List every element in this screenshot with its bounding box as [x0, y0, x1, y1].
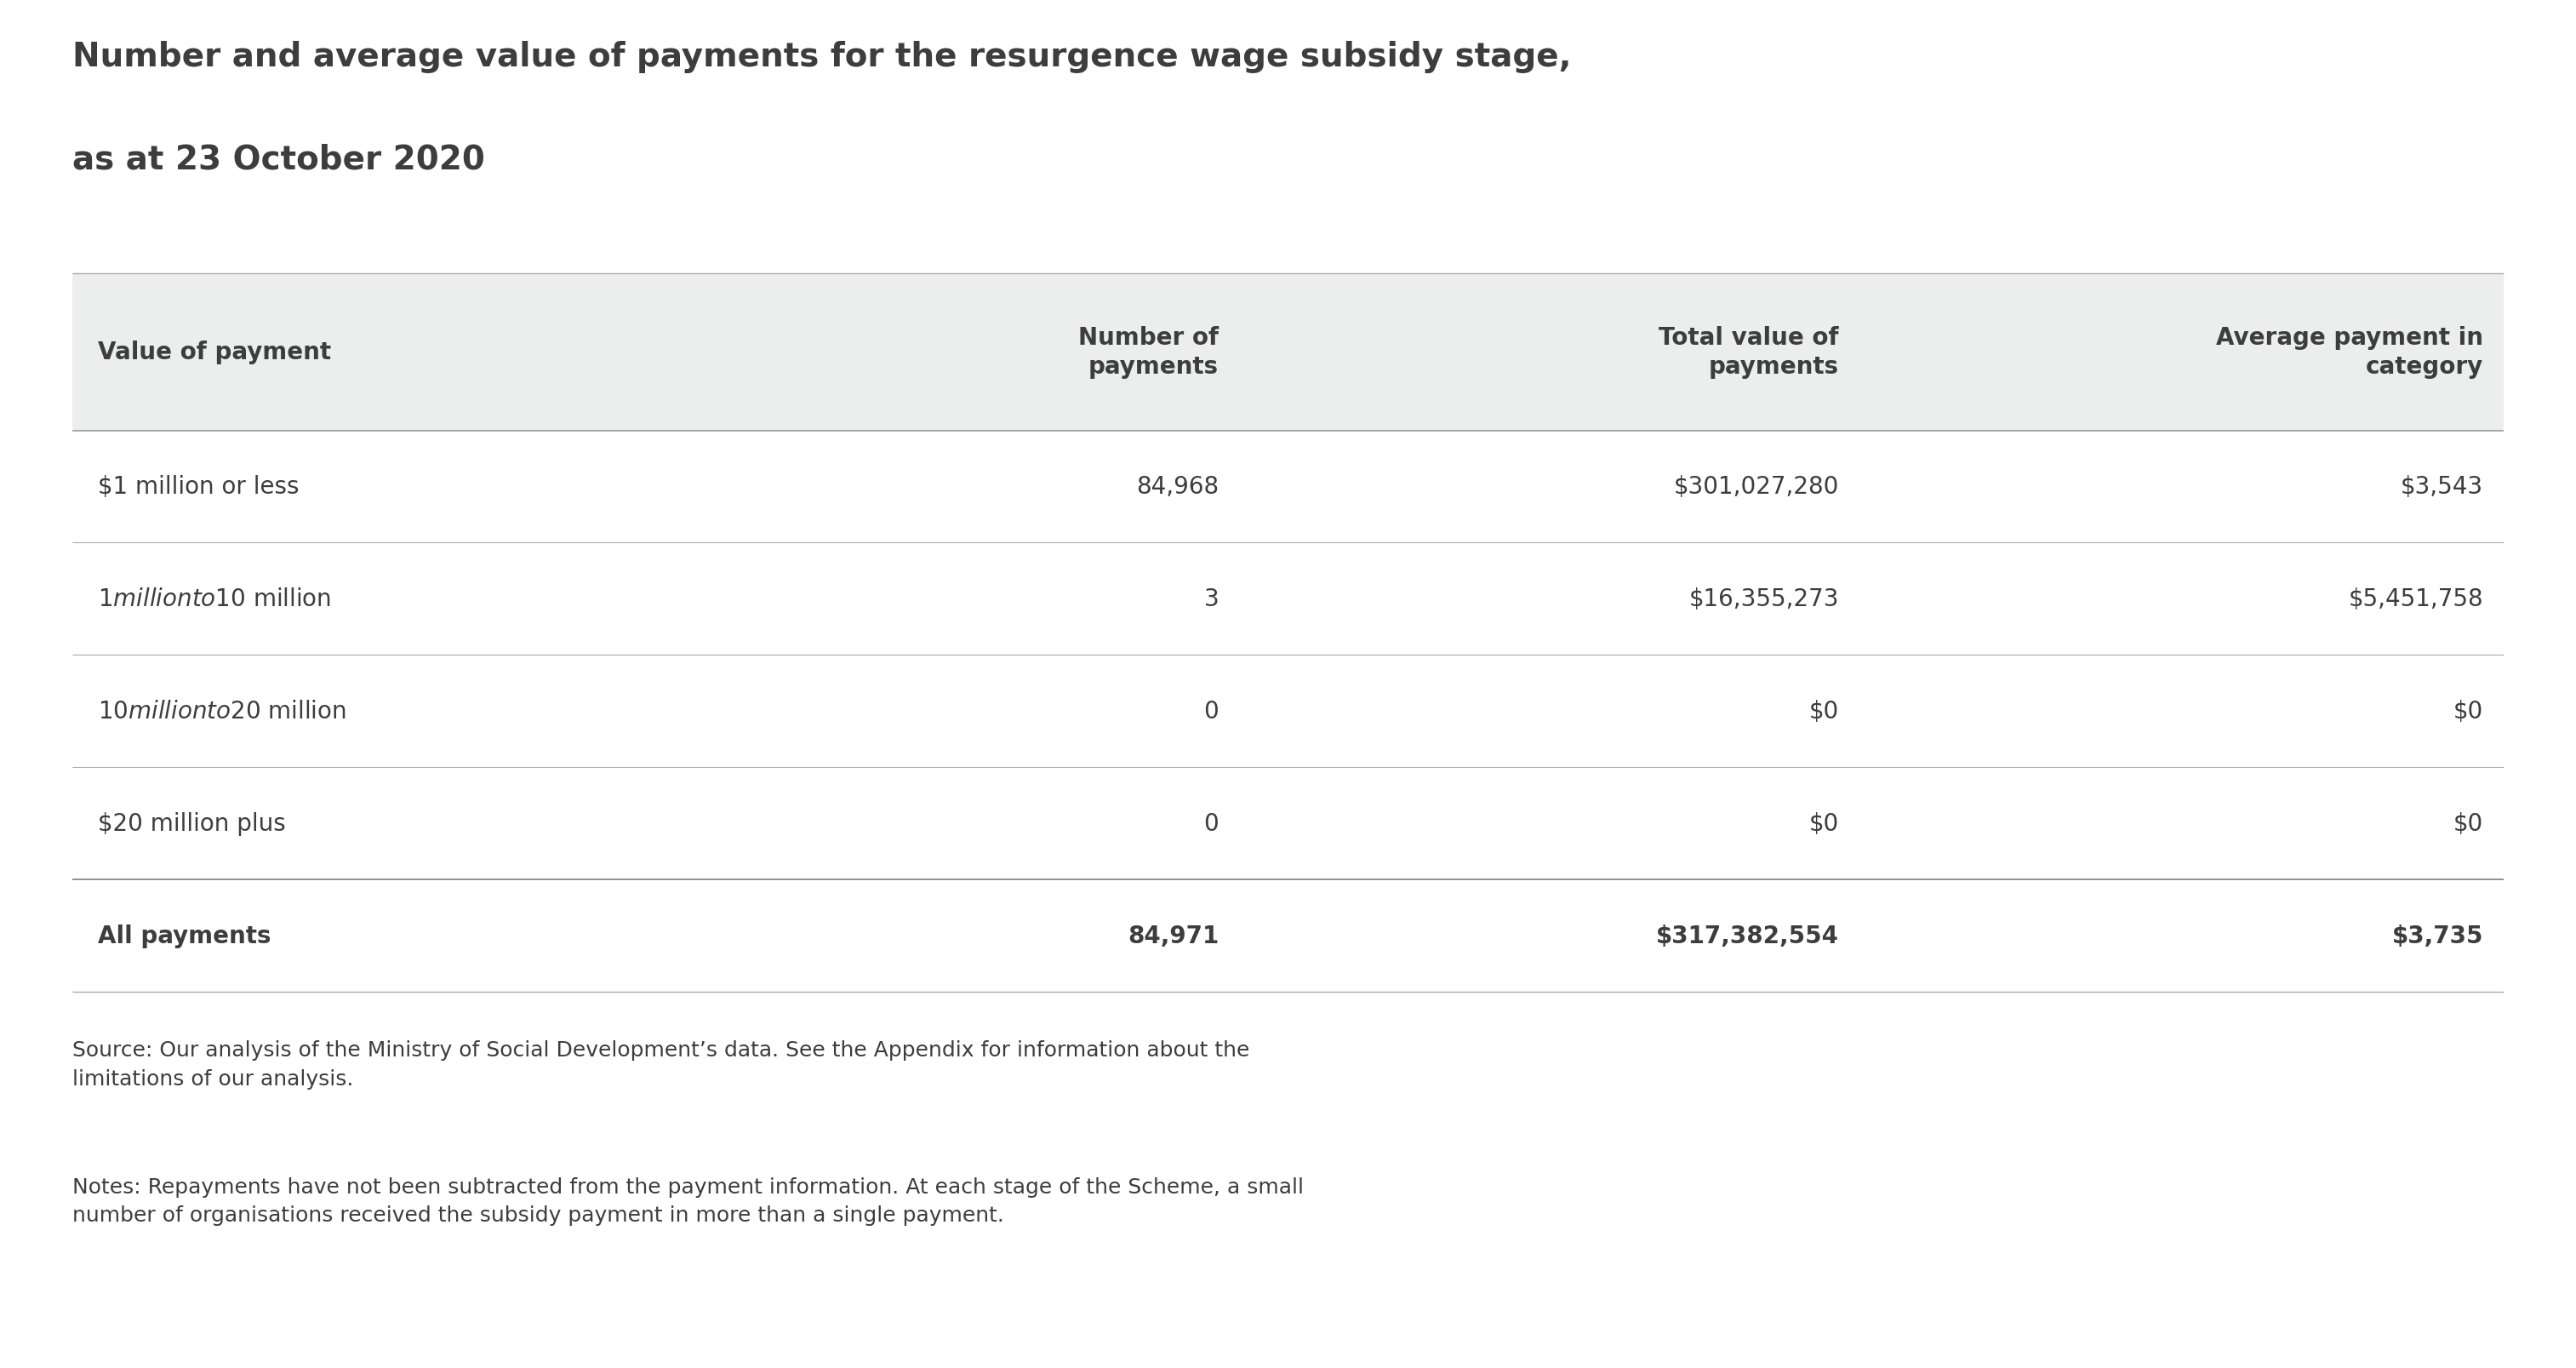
- Text: $5,451,758: $5,451,758: [2349, 587, 2483, 611]
- Bar: [72, 274, 2504, 431]
- Text: $0: $0: [1808, 699, 1839, 724]
- Text: $3,543: $3,543: [2401, 475, 2483, 499]
- Text: $16,355,273: $16,355,273: [1690, 587, 1839, 611]
- Text: $317,382,554: $317,382,554: [1656, 923, 1839, 948]
- Text: $301,027,280: $301,027,280: [1674, 475, 1839, 499]
- Text: Source: Our analysis of the Ministry of Social Development’s data. See the Appen: Source: Our analysis of the Ministry of …: [72, 1040, 1249, 1089]
- Text: $3,735: $3,735: [2391, 923, 2483, 948]
- Text: 84,971: 84,971: [1128, 923, 1218, 948]
- Text: $1 million to $10 million: $1 million to $10 million: [98, 587, 332, 611]
- Text: $1 million or less: $1 million or less: [98, 475, 299, 499]
- Text: $0: $0: [2452, 699, 2483, 724]
- Text: All payments: All payments: [98, 923, 270, 948]
- Text: Average payment in
category: Average payment in category: [2215, 326, 2483, 379]
- Text: $0: $0: [2452, 811, 2483, 836]
- Text: $20 million plus: $20 million plus: [98, 811, 286, 836]
- Text: Number of
payments: Number of payments: [1079, 326, 1218, 379]
- Text: 84,968: 84,968: [1136, 475, 1218, 499]
- Text: Value of payment: Value of payment: [98, 341, 332, 364]
- Text: Number and average value of payments for the resurgence wage subsidy stage,: Number and average value of payments for…: [72, 41, 1571, 74]
- Text: Total value of
payments: Total value of payments: [1659, 326, 1839, 379]
- Text: Notes: Repayments have not been subtracted from the payment information. At each: Notes: Repayments have not been subtract…: [72, 1176, 1303, 1226]
- Text: $10 million to $20 million: $10 million to $20 million: [98, 699, 345, 724]
- Text: 3: 3: [1203, 587, 1218, 611]
- Text: $0: $0: [1808, 811, 1839, 836]
- Text: 0: 0: [1203, 699, 1218, 724]
- Text: as at 23 October 2020: as at 23 October 2020: [72, 144, 484, 176]
- Text: 0: 0: [1203, 811, 1218, 836]
